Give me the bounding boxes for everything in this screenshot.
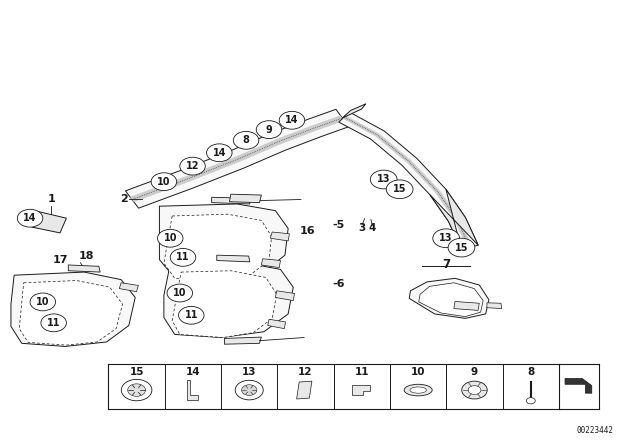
Circle shape: [30, 293, 56, 311]
Polygon shape: [487, 303, 502, 309]
Polygon shape: [454, 302, 479, 310]
Polygon shape: [11, 272, 135, 346]
Text: 12: 12: [298, 367, 313, 377]
Polygon shape: [268, 319, 285, 329]
Circle shape: [236, 380, 263, 400]
Polygon shape: [212, 197, 250, 204]
Text: 14: 14: [186, 367, 200, 377]
Text: 15: 15: [393, 184, 406, 194]
Polygon shape: [296, 381, 312, 399]
Text: 8: 8: [527, 367, 534, 377]
Polygon shape: [68, 265, 100, 272]
Text: 1: 1: [47, 194, 55, 204]
Text: 11: 11: [184, 310, 198, 320]
Circle shape: [279, 112, 305, 129]
Circle shape: [207, 144, 232, 162]
Polygon shape: [342, 104, 366, 118]
Circle shape: [127, 384, 145, 396]
Circle shape: [167, 284, 193, 302]
Text: 17: 17: [52, 255, 68, 265]
Text: 13: 13: [242, 367, 257, 377]
Polygon shape: [409, 278, 489, 319]
Circle shape: [234, 131, 259, 149]
Text: 10: 10: [36, 297, 49, 307]
Polygon shape: [261, 259, 280, 267]
Circle shape: [256, 121, 282, 138]
Polygon shape: [172, 271, 276, 337]
Polygon shape: [430, 189, 478, 249]
Polygon shape: [225, 337, 261, 344]
Circle shape: [122, 379, 152, 401]
Text: 11: 11: [176, 252, 189, 263]
Text: 15: 15: [454, 243, 468, 253]
Ellipse shape: [404, 384, 432, 396]
Text: 11: 11: [47, 318, 60, 328]
Circle shape: [170, 249, 196, 266]
Polygon shape: [275, 291, 294, 301]
Polygon shape: [130, 116, 344, 202]
Circle shape: [157, 229, 183, 247]
Text: 10: 10: [173, 288, 187, 298]
Text: 10: 10: [163, 233, 177, 243]
Text: 7: 7: [442, 258, 450, 271]
Polygon shape: [270, 232, 289, 241]
Polygon shape: [119, 283, 138, 292]
Text: 13: 13: [440, 233, 453, 243]
Text: -6: -6: [333, 279, 345, 289]
Text: 10: 10: [157, 177, 171, 187]
Text: 2: 2: [120, 194, 127, 204]
Polygon shape: [565, 379, 592, 393]
Text: 15: 15: [129, 367, 144, 377]
Text: 3: 3: [358, 223, 365, 233]
Text: 16: 16: [300, 226, 316, 236]
Text: 00223442: 00223442: [576, 426, 613, 435]
Polygon shape: [419, 283, 483, 317]
Circle shape: [461, 381, 487, 399]
Text: -5: -5: [333, 220, 345, 230]
Polygon shape: [19, 280, 122, 345]
Polygon shape: [125, 109, 349, 208]
Polygon shape: [186, 380, 198, 400]
Circle shape: [371, 170, 397, 189]
Text: 10: 10: [411, 367, 426, 377]
Text: 12: 12: [186, 161, 199, 171]
Circle shape: [17, 209, 43, 227]
Circle shape: [433, 229, 460, 248]
Text: 8: 8: [243, 135, 250, 145]
Circle shape: [448, 238, 475, 257]
Ellipse shape: [410, 387, 426, 393]
Text: 14: 14: [23, 213, 37, 223]
Circle shape: [151, 173, 177, 190]
Circle shape: [41, 314, 67, 332]
Polygon shape: [352, 385, 369, 396]
Circle shape: [179, 306, 204, 324]
Polygon shape: [164, 214, 271, 280]
Text: 11: 11: [355, 367, 369, 377]
Polygon shape: [342, 116, 472, 248]
Circle shape: [526, 398, 535, 404]
Text: 14: 14: [212, 148, 226, 158]
Circle shape: [387, 180, 413, 198]
Circle shape: [180, 157, 205, 175]
Circle shape: [468, 386, 481, 395]
Polygon shape: [32, 211, 67, 233]
Text: 18: 18: [79, 250, 95, 260]
Text: 13: 13: [377, 174, 390, 185]
Text: 9: 9: [471, 367, 478, 377]
Polygon shape: [159, 204, 288, 280]
Polygon shape: [164, 262, 293, 337]
Circle shape: [241, 385, 257, 396]
Polygon shape: [339, 112, 478, 249]
Text: 4: 4: [369, 224, 376, 233]
Polygon shape: [217, 255, 250, 262]
Text: 14: 14: [285, 115, 299, 125]
Polygon shape: [230, 194, 261, 202]
Text: 9: 9: [266, 125, 273, 134]
